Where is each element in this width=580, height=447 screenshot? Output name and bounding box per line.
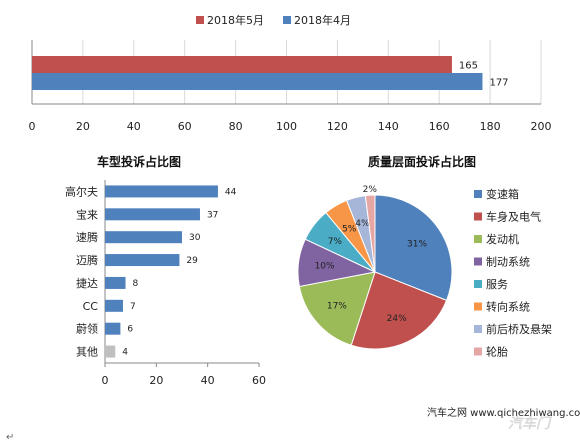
pie-slice — [350, 271, 448, 350]
slice-label: 10% — [315, 262, 335, 272]
pie-slice — [364, 194, 376, 273]
x-tick-label: 20 — [76, 120, 90, 133]
bar — [105, 276, 126, 289]
x-tick-label: 60 — [252, 374, 266, 387]
quality-complaint-pie-chart: 质量层面投诉占比图 31% 24% 17% 10% 7% 5%4% 2% 变速箱车身及电气发动… — [297, 154, 552, 359]
bar — [32, 73, 483, 90]
category-label: 速腾 — [76, 230, 98, 244]
legend-swatch — [196, 16, 204, 24]
x-tick-label: 180 — [480, 120, 501, 133]
bar — [105, 185, 218, 198]
data-label: 165 — [459, 61, 478, 72]
legend-label: 转向系统 — [486, 300, 530, 314]
pie-chart-title: 质量层面投诉占比图 — [368, 154, 476, 169]
brand-watermark: 汽车门 — [508, 416, 550, 432]
pie-slice — [298, 271, 376, 346]
x-tick-label: 0 — [29, 120, 36, 133]
legend-swatch — [474, 325, 482, 333]
source-watermark: 汽车之网 www.qichezhiwang.com — [427, 408, 580, 419]
bar — [105, 254, 180, 267]
legend-swatch — [474, 235, 482, 243]
bar — [105, 208, 200, 221]
legend-label: 车身及电气 — [486, 210, 541, 224]
x-tick-label: 80 — [229, 120, 243, 133]
legend-label: 轮胎 — [486, 345, 508, 359]
x-tick-label: 20 — [149, 374, 163, 387]
pie-slice — [374, 194, 453, 301]
x-tick-label: 160 — [429, 120, 450, 133]
category-label: CC — [83, 300, 99, 313]
monthly-comparison-chart: 2018年5月 2018年4月 0 20 40 60 80 100 120 140 160 180 20… — [29, 13, 552, 133]
category-label: 迈腾 — [76, 253, 98, 267]
slice-label: 24% — [387, 314, 407, 324]
x-tick-label: 100 — [276, 120, 297, 133]
data-label: 29 — [186, 256, 198, 266]
legend-swatch — [474, 212, 482, 221]
bar — [105, 345, 116, 358]
legend-swatch — [474, 302, 482, 311]
category-label: 宝来 — [76, 207, 98, 221]
data-label: 4 — [122, 348, 128, 358]
x-tick-label: 200 — [531, 120, 552, 133]
slice-label: 4% — [355, 219, 370, 229]
category-label: 其他 — [76, 346, 98, 359]
slice-label: 31% — [407, 239, 427, 249]
category-label: 蔚领 — [76, 323, 98, 336]
slice-label: 17% — [327, 302, 347, 312]
category-label: 高尔夫 — [65, 184, 98, 198]
data-label: 177 — [489, 78, 508, 89]
legend-label: 前后桥及悬架 — [486, 322, 552, 336]
legend-label: 发动机 — [486, 232, 519, 246]
legend-label: 服务 — [486, 278, 508, 291]
legend-swatch — [474, 280, 482, 288]
model-chart-title: 车型投诉占比图 — [97, 154, 181, 169]
data-label: 8 — [133, 279, 139, 289]
legend-swatch — [283, 16, 291, 24]
data-label: 6 — [127, 325, 133, 335]
bar — [32, 56, 452, 73]
bar — [105, 231, 182, 244]
legend-label: 2018年5月 — [207, 13, 264, 27]
legend-label: 制动系统 — [486, 256, 530, 269]
legend-swatch — [474, 257, 482, 266]
x-tick-label: 40 — [201, 374, 215, 387]
slice-label: 7% — [328, 237, 343, 247]
bar — [105, 322, 121, 335]
slice-label: 5% — [342, 224, 357, 234]
category-label: 捷达 — [76, 276, 98, 290]
x-tick-label: 0 — [102, 374, 109, 387]
x-tick-label: 60 — [178, 120, 192, 133]
legend-swatch — [474, 347, 482, 356]
x-tick-label: 120 — [327, 120, 348, 133]
data-label: 7 — [130, 302, 136, 312]
data-label: 37 — [207, 210, 218, 220]
x-tick-label: 140 — [378, 120, 399, 133]
legend-label: 变速箱 — [486, 187, 519, 201]
data-label: 30 — [189, 233, 201, 243]
bar — [105, 299, 123, 312]
x-tick-label: 40 — [127, 120, 141, 133]
model-complaint-chart: 车型投诉占比图 0 20 40 60 高尔夫 44 宝来 37 速腾 30 迈腾 29 捷达 8 CC 7 蔚领… — [65, 154, 266, 387]
slice-label: 2% — [363, 185, 378, 195]
legend-swatch — [474, 190, 482, 198]
paragraph-mark: ↵ — [6, 432, 15, 443]
data-label: 44 — [225, 187, 237, 197]
legend-label: 2018年4月 — [294, 13, 351, 27]
